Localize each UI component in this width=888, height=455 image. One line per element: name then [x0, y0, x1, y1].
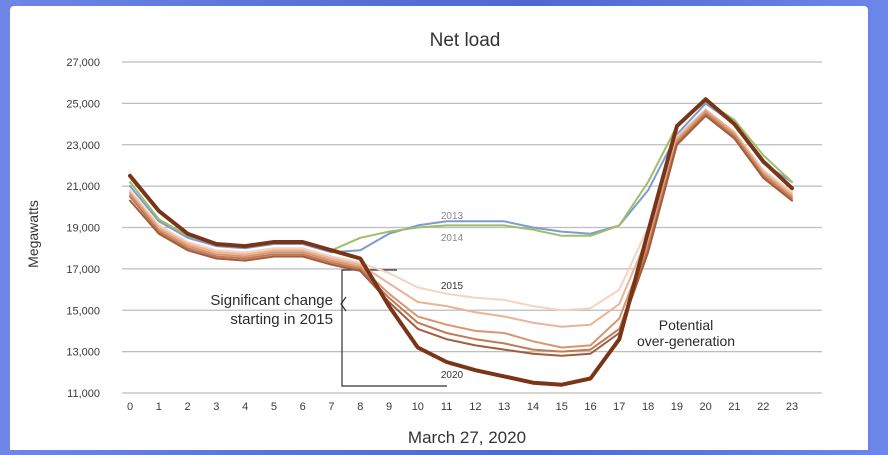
x-tick-label: 12 — [469, 401, 481, 413]
x-tick-label: 9 — [386, 401, 392, 413]
series-line-2013 — [129, 102, 793, 254]
series-line-6 — [129, 114, 793, 357]
chart-title: Net load — [430, 30, 501, 51]
x-tick-label: 19 — [671, 401, 683, 413]
y-tick-labels: 11,000 13,000 15,000 17,000 19,000 21,000 23,0… — [66, 57, 100, 400]
series-label-2020: 2020 — [441, 370, 464, 381]
y-tick-label: 21,000 — [66, 181, 100, 193]
series-lines — [128, 97, 794, 387]
x-tick-label: 21 — [728, 401, 740, 413]
annotation-potential-line2: over-generation — [637, 333, 735, 349]
series-line-3 — [129, 108, 793, 328]
series-line-2015 — [129, 108, 793, 312]
net-load-chart: 11,000 13,000 15,000 17,000 19,000 21,000 23,0… — [25, 30, 822, 447]
x-tick-label: 8 — [357, 401, 363, 413]
x-tick-label: 16 — [584, 401, 596, 413]
y-tick-label: 13,000 — [66, 347, 100, 359]
series-label-2013: 2013 — [441, 211, 464, 222]
y-axis-label: Megawatts — [25, 200, 41, 268]
y-tick-label: 19,000 — [66, 223, 100, 235]
series-label-2015: 2015 — [441, 281, 464, 292]
x-tick-label: 3 — [213, 401, 219, 413]
series-line-4 — [129, 110, 793, 349]
y-tick-label: 23,000 — [66, 140, 100, 152]
x-tick-label: 6 — [300, 401, 306, 413]
series-line-2020 — [128, 97, 794, 387]
x-tick-label: 10 — [412, 401, 424, 413]
x-tick-label: 1 — [156, 401, 162, 413]
annotation-significant-change-line2: starting in 2015 — [230, 311, 333, 328]
x-tick-label: 14 — [527, 401, 539, 413]
x-tick-label: 18 — [642, 401, 654, 413]
x-tick-label: 11 — [441, 401, 452, 413]
x-tick-label: 0 — [127, 401, 133, 413]
y-tick-label: 27,000 — [66, 57, 100, 69]
annotation-potential-line1: Potential — [659, 317, 713, 333]
annotation-significant-change-line1: Significant change — [210, 292, 333, 309]
x-tick-label: 20 — [700, 401, 712, 413]
x-tick-label: 23 — [786, 401, 798, 413]
x-tick-label: 22 — [757, 401, 769, 413]
x-tick-label: 17 — [613, 401, 625, 413]
bracket-pointer — [340, 296, 347, 312]
x-tick-label: 15 — [556, 401, 568, 413]
y-tick-label: 11,000 — [67, 388, 100, 400]
series-label-2014: 2014 — [441, 233, 464, 244]
series-line-5 — [129, 112, 793, 353]
x-tick-label: 4 — [242, 401, 248, 413]
y-tick-label: 25,000 — [66, 98, 100, 110]
x-tick-label: 13 — [498, 401, 510, 413]
chart-panel: 11,000 13,000 15,000 17,000 19,000 21,000 23,0… — [10, 6, 868, 450]
x-axis-label: March 27, 2020 — [408, 428, 526, 447]
x-tick-label: 7 — [328, 401, 334, 413]
y-tick-label: 17,000 — [66, 264, 100, 276]
x-tick-label: 2 — [185, 401, 191, 413]
x-tick-label: 5 — [271, 401, 277, 413]
y-tick-label: 15,000 — [66, 305, 100, 317]
x-tick-labels: 0 1 2 3 4 5 6 7 8 9 10 11 12 13 14 15 16 17 18 19 20 21 22 23 — [127, 401, 798, 413]
gridlines — [122, 61, 822, 394]
